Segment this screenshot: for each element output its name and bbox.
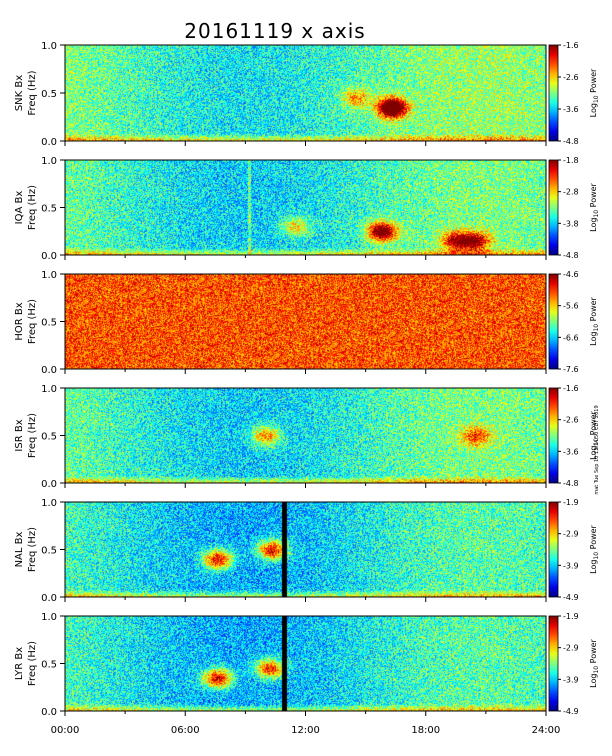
y-tick-label: 1.0 [41, 270, 57, 281]
x-tick-label: 00:00 [51, 725, 80, 736]
spectrogram-heatmap [65, 388, 546, 483]
spectrogram-heatmap [65, 274, 546, 369]
y-axis-unit-label: Freq (Hz) [27, 527, 38, 572]
colorbar [548, 615, 559, 712]
colorbar-label: Log10 Power [589, 182, 600, 231]
y-tick-label: 0.0 [41, 365, 57, 376]
colorbar-tick-label: -2.9 [563, 530, 579, 539]
colorbar-tick-label: -4.9 [563, 707, 579, 716]
y-tick-label: 0.0 [41, 479, 57, 490]
panel-iqa: 0.0 0.5 1.0 IQA Bx Freq (Hz) -1.8 -2.8 -3.8 -4.8… [14, 156, 600, 262]
y-axis-station-label: SNK Bx [14, 75, 25, 111]
y-axis-unit-label: Freq (Hz) [27, 413, 38, 458]
colorbar-label: Log10 Power [589, 524, 600, 573]
spectrogram-heatmap [65, 160, 546, 255]
colorbar-tick-label: -3.6 [563, 447, 579, 456]
colorbar-tick-label: -4.6 [563, 270, 579, 279]
colorbar [548, 387, 559, 484]
colorbar-tick-label: -7.6 [563, 365, 579, 374]
y-tick-label: 1.0 [41, 384, 57, 395]
y-tick-label: 0.0 [41, 251, 57, 262]
y-tick-label: 0.0 [41, 137, 57, 148]
y-tick-label: 0.0 [41, 707, 57, 718]
colorbar-tick-label: -3.8 [563, 219, 579, 228]
colorbar-label: Log10 Power [589, 296, 600, 345]
colorbar-tick-label: -4.9 [563, 593, 579, 602]
colorbar-label: Log10 Power [589, 68, 600, 117]
y-tick-label: 1.0 [41, 156, 57, 167]
x-tick-label: 12:00 [291, 725, 320, 736]
colorbar [548, 273, 559, 370]
y-tick-label: 1.0 [41, 612, 57, 623]
y-tick-label: 0.5 [41, 318, 57, 329]
x-tick-label: 18:00 [411, 725, 440, 736]
y-axis-unit-label: Freq (Hz) [27, 185, 38, 230]
panel-lyr: 0.0 0.5 1.0 LYR Bx Freq (Hz) -1.9 -2.9 -3.9 -4.9… [14, 612, 600, 718]
timestamp-stamp: mat Tue Sep 10 13:14:50 CDT 2019 [594, 405, 600, 494]
panel-isr: 0.0 0.5 1.0 ISR Bx Freq (Hz) -1.6 -2.6 -3.6 -4.8… [14, 384, 600, 490]
colorbar-tick-label: -3.9 [563, 561, 579, 570]
colorbar-tick-label: -1.6 [563, 384, 579, 393]
colorbar-tick-label: -3.9 [563, 675, 579, 684]
figure-title: 20161119 x axis [184, 19, 365, 43]
spectrogram-heatmap [65, 502, 546, 597]
y-axis-station-label: HOR Bx [14, 302, 25, 340]
x-axis: 00:00 06:00 12:00 18:00 24:00 [51, 725, 561, 736]
colorbar-tick-label: -1.9 [563, 612, 579, 621]
colorbar-tick-label: -2.6 [563, 416, 579, 425]
y-tick-label: 0.0 [41, 593, 57, 604]
x-tick-label: 06:00 [171, 725, 200, 736]
colorbar-tick-label: -4.8 [563, 137, 579, 146]
spectrogram-heatmap [65, 45, 546, 141]
y-axis-unit-label: Freq (Hz) [27, 70, 38, 115]
colorbar-label: Log10 Power [589, 410, 600, 459]
y-tick-label: 1.0 [41, 41, 57, 52]
colorbar-tick-label: -2.8 [563, 188, 579, 197]
colorbar [548, 44, 559, 142]
y-axis-unit-label: Freq (Hz) [27, 299, 38, 344]
y-axis-station-label: ISR Bx [14, 419, 25, 451]
colorbar [548, 159, 559, 256]
y-tick-label: 0.5 [41, 660, 57, 671]
colorbar-tick-label: -4.8 [563, 479, 579, 488]
spectrogram-heatmap [65, 616, 546, 711]
panel-hor: 0.0 0.5 1.0 HOR Bx Freq (Hz) -4.6 -5.6 -6.6 -7.6… [14, 270, 600, 376]
panel-snk: 0.0 0.5 1.0 SNK Bx Freq (Hz) -1.6 -2.6 -3.6 -4.8… [14, 41, 600, 148]
colorbar-label: Log10 Power [589, 638, 600, 687]
y-axis-station-label: LYR Bx [14, 647, 25, 680]
colorbar-tick-label: -3.6 [563, 105, 579, 114]
y-axis-station-label: IQA Bx [14, 191, 25, 225]
y-tick-label: 0.5 [41, 546, 57, 557]
y-tick-label: 0.5 [41, 204, 57, 215]
colorbar-tick-label: -2.9 [563, 644, 579, 653]
colorbar-tick-label: -1.6 [563, 41, 579, 50]
colorbar-tick-label: -2.6 [563, 73, 579, 82]
colorbar-tick-label: -1.9 [563, 498, 579, 507]
y-axis-station-label: NAL Bx [14, 531, 25, 567]
y-tick-label: 0.5 [41, 432, 57, 443]
y-tick-label: 0.5 [41, 89, 57, 100]
colorbar-tick-label: -5.6 [563, 302, 579, 311]
colorbar-tick-label: -6.6 [563, 333, 579, 342]
y-tick-label: 1.0 [41, 498, 57, 509]
y-axis-unit-label: Freq (Hz) [27, 641, 38, 686]
colorbar [548, 501, 559, 598]
colorbar-tick-label: -4.8 [563, 251, 579, 260]
panel-nal: 0.0 0.5 1.0 NAL Bx Freq (Hz) -1.9 -2.9 -3.9 -4.9… [14, 498, 600, 604]
x-tick-label: 24:00 [532, 725, 561, 736]
colorbar-tick-label: -1.8 [563, 156, 579, 165]
